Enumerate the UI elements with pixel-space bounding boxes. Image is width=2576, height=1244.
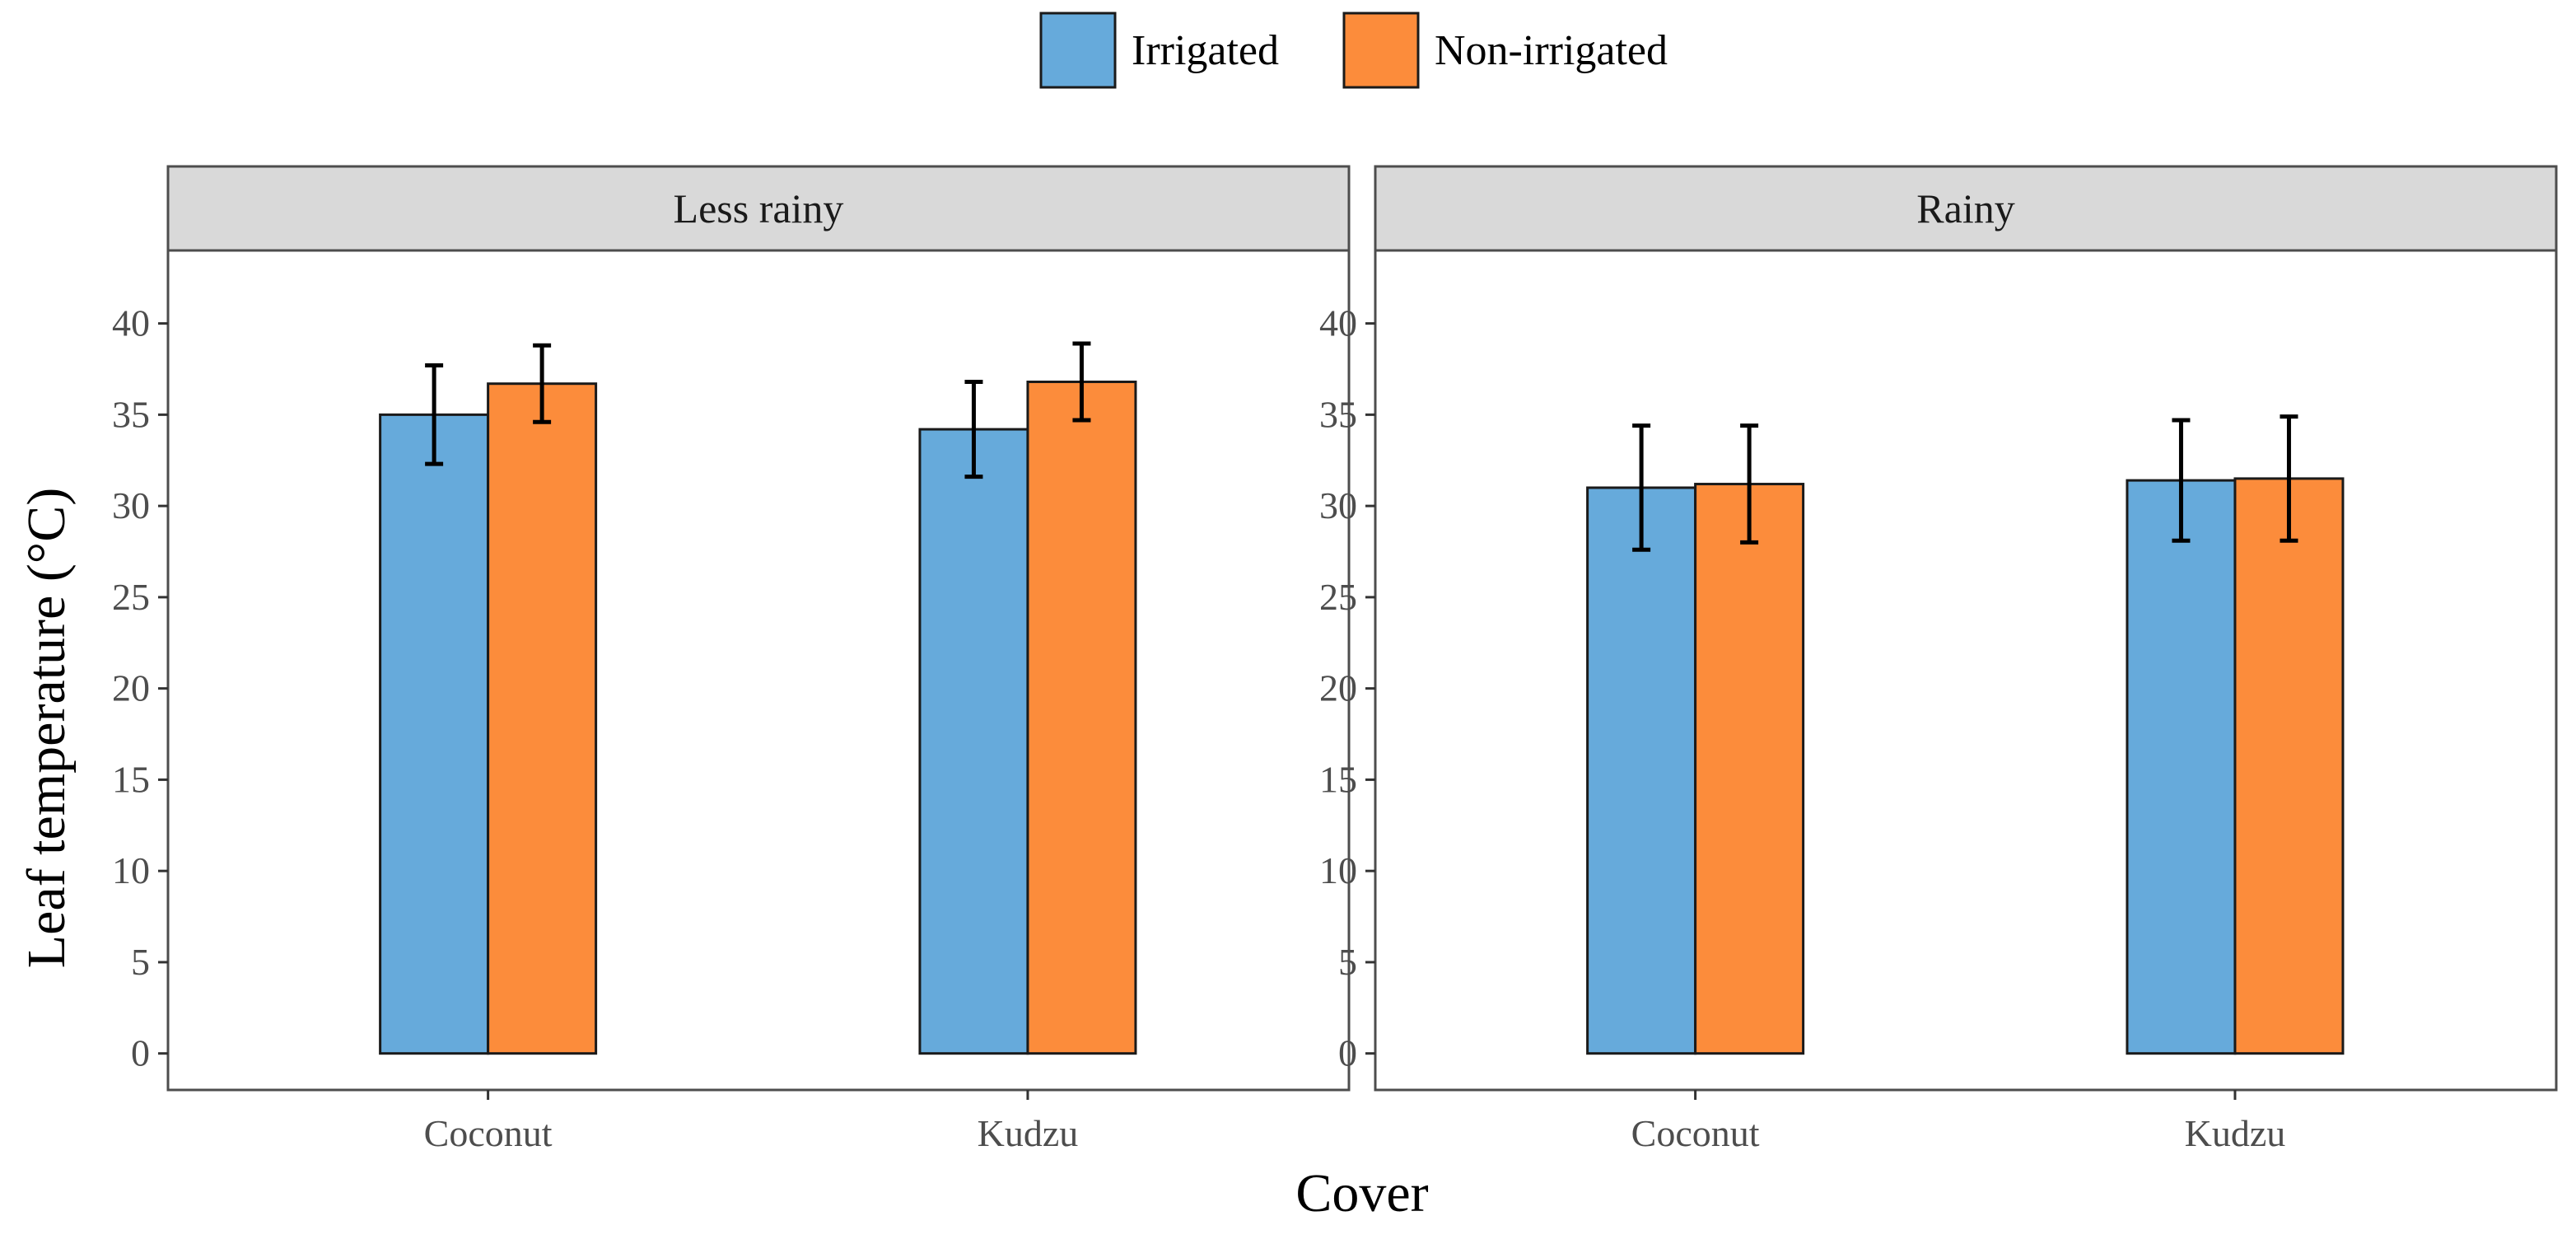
strip-label: Rainy bbox=[1916, 185, 2014, 231]
bar-irrigated-kudzu bbox=[918, 428, 1029, 1055]
legend-item-non-irrigated: Non-irrigated bbox=[1342, 12, 1668, 89]
strip-background bbox=[1374, 165, 2558, 252]
bar-irrigated-coconut bbox=[379, 413, 490, 1055]
legend-key bbox=[1039, 12, 1117, 89]
x-tick-label: Coconut bbox=[424, 1112, 553, 1154]
bar-non-irrigated-coconut bbox=[1694, 483, 1805, 1055]
error-bar bbox=[1632, 423, 1651, 552]
error-bar bbox=[1740, 423, 1759, 545]
y-tick-label: 10 bbox=[112, 849, 150, 891]
error-bar bbox=[1072, 341, 1091, 423]
error-bar bbox=[964, 379, 983, 479]
panel-1: Rainy 0 5 10 15 20 25 30 35 40 Coconut Kudzu bbox=[1319, 165, 2558, 1154]
y-tick-label: 20 bbox=[112, 667, 150, 709]
x-tick-label: Kudzu bbox=[978, 1112, 1079, 1154]
error-bar bbox=[2280, 414, 2298, 543]
x-axis-title: Cover bbox=[1295, 1163, 1428, 1223]
y-tick-label: 10 bbox=[1319, 849, 1357, 891]
error-bar bbox=[425, 363, 444, 466]
legend-label: Irrigated bbox=[1132, 27, 1279, 74]
y-tick-label: 0 bbox=[131, 1032, 150, 1074]
legend-label: Non-irrigated bbox=[1435, 27, 1668, 74]
bar-non-irrigated-kudzu bbox=[1026, 380, 1137, 1055]
y-tick-label: 30 bbox=[1319, 484, 1357, 526]
y-tick-label: 25 bbox=[1319, 576, 1357, 618]
y-tick-label: 5 bbox=[1338, 941, 1357, 983]
y-tick-label: 35 bbox=[112, 393, 150, 435]
bar-non-irrigated-kudzu bbox=[2233, 477, 2345, 1055]
error-bar bbox=[2172, 418, 2191, 543]
x-tick-label: Kudzu bbox=[2185, 1112, 2286, 1154]
legend-item-irrigated: Irrigated bbox=[1039, 12, 1279, 89]
bar-non-irrigated-coconut bbox=[487, 382, 598, 1055]
y-tick-label: 15 bbox=[1319, 758, 1357, 800]
y-tick-label: 40 bbox=[1319, 302, 1357, 344]
legend: Irrigated Non-irrigated bbox=[1039, 12, 1668, 89]
bar-irrigated-kudzu bbox=[2126, 479, 2237, 1055]
y-tick-label: 35 bbox=[1319, 393, 1357, 435]
y-tick-label: 25 bbox=[112, 576, 150, 618]
y-tick-label: 30 bbox=[112, 484, 150, 526]
panel-border bbox=[1374, 249, 2558, 1092]
panel-0: Less rainy 0 5 10 15 20 25 30 35 40 Coconut Kudzu bbox=[112, 165, 1351, 1154]
y-axis-title: Leaf temperature (°C) bbox=[16, 488, 77, 968]
y-tick-label: 15 bbox=[112, 758, 150, 800]
y-tick-label: 5 bbox=[131, 941, 150, 983]
x-tick-label: Coconut bbox=[1631, 1112, 1760, 1154]
error-bar bbox=[533, 343, 552, 424]
legend-key bbox=[1342, 12, 1420, 89]
strip-background bbox=[166, 165, 1351, 252]
panel-border bbox=[166, 249, 1351, 1092]
bar-irrigated-coconut bbox=[1586, 486, 1697, 1055]
y-tick-label: 0 bbox=[1338, 1032, 1357, 1074]
strip-label: Less rainy bbox=[674, 185, 844, 231]
y-tick-label: 20 bbox=[1319, 667, 1357, 709]
y-tick-label: 40 bbox=[112, 302, 150, 344]
